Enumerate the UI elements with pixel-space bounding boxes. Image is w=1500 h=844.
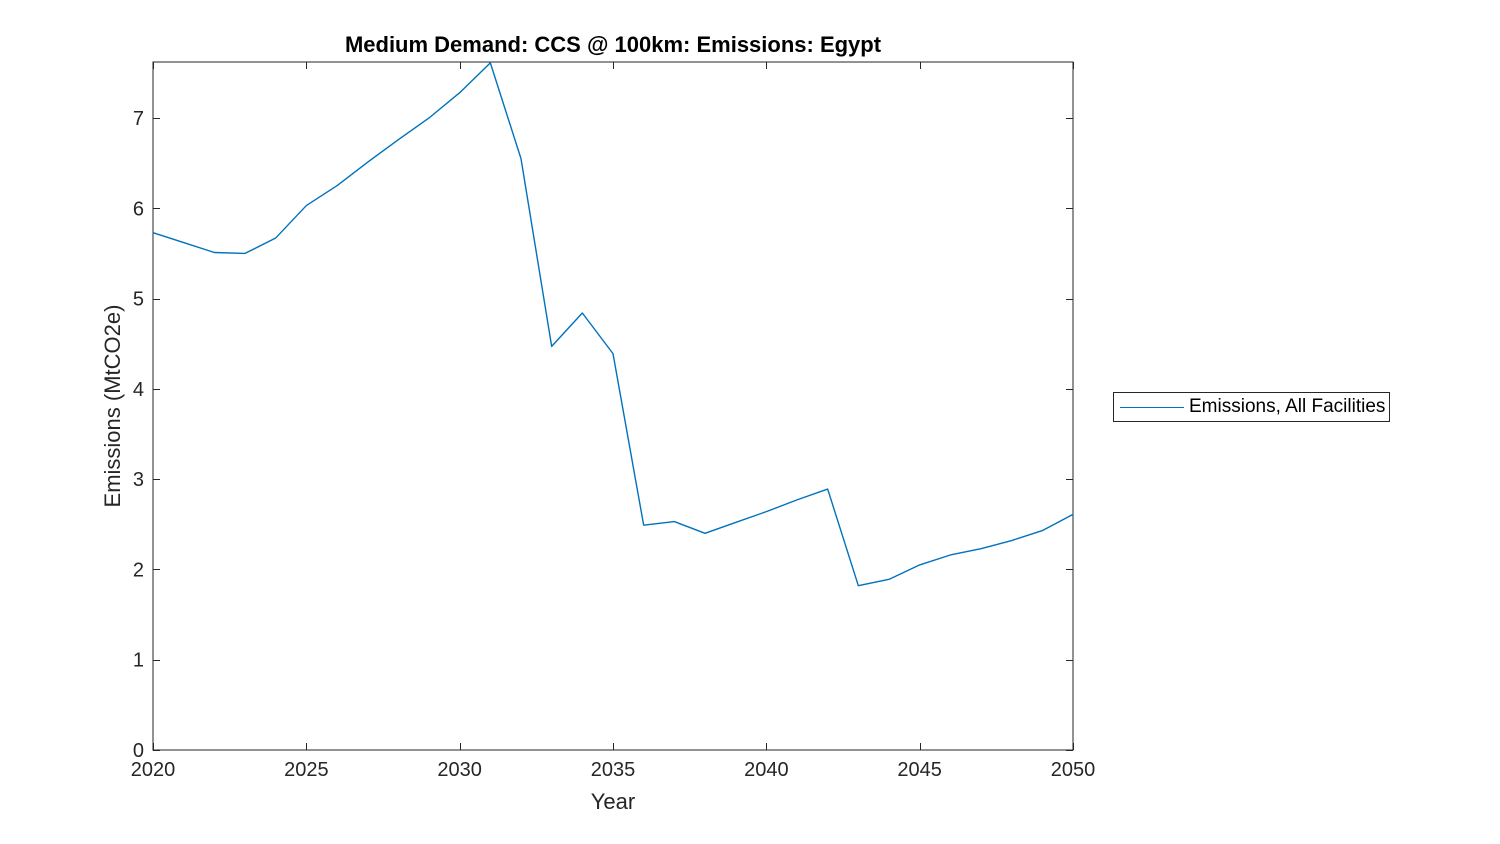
y-tick-label: 1 [133, 650, 144, 672]
x-tick-label: 2020 [131, 759, 176, 781]
legend-line-sample [1120, 406, 1184, 408]
x-tick-label: 2030 [437, 759, 482, 781]
legend-entry-label: Emissions, All Facilities [1189, 396, 1386, 417]
y-tick-label: 5 [133, 289, 144, 311]
y-tick-label: 4 [133, 379, 144, 401]
x-axis-label: Year [590, 789, 636, 814]
y-tick-label: 0 [133, 740, 144, 762]
y-tick-label: 6 [133, 198, 144, 220]
x-tick-label: 2035 [591, 759, 636, 781]
y-tick-label: 2 [133, 559, 144, 581]
y-tick-label: 7 [133, 108, 144, 130]
x-tick-label: 2045 [897, 759, 942, 781]
chart-title: Medium Demand: CCS @ 100km: Emissions: E… [344, 32, 882, 57]
y-tick-label: 3 [133, 469, 144, 491]
x-tick-label: 2025 [284, 759, 329, 781]
x-tick-label: 2050 [1051, 759, 1096, 781]
x-tick-label: 2040 [744, 759, 789, 781]
series-line [152, 62, 1074, 587]
axes-box [152, 61, 1074, 751]
legend-box: Emissions, All Facilities [1113, 392, 1390, 422]
